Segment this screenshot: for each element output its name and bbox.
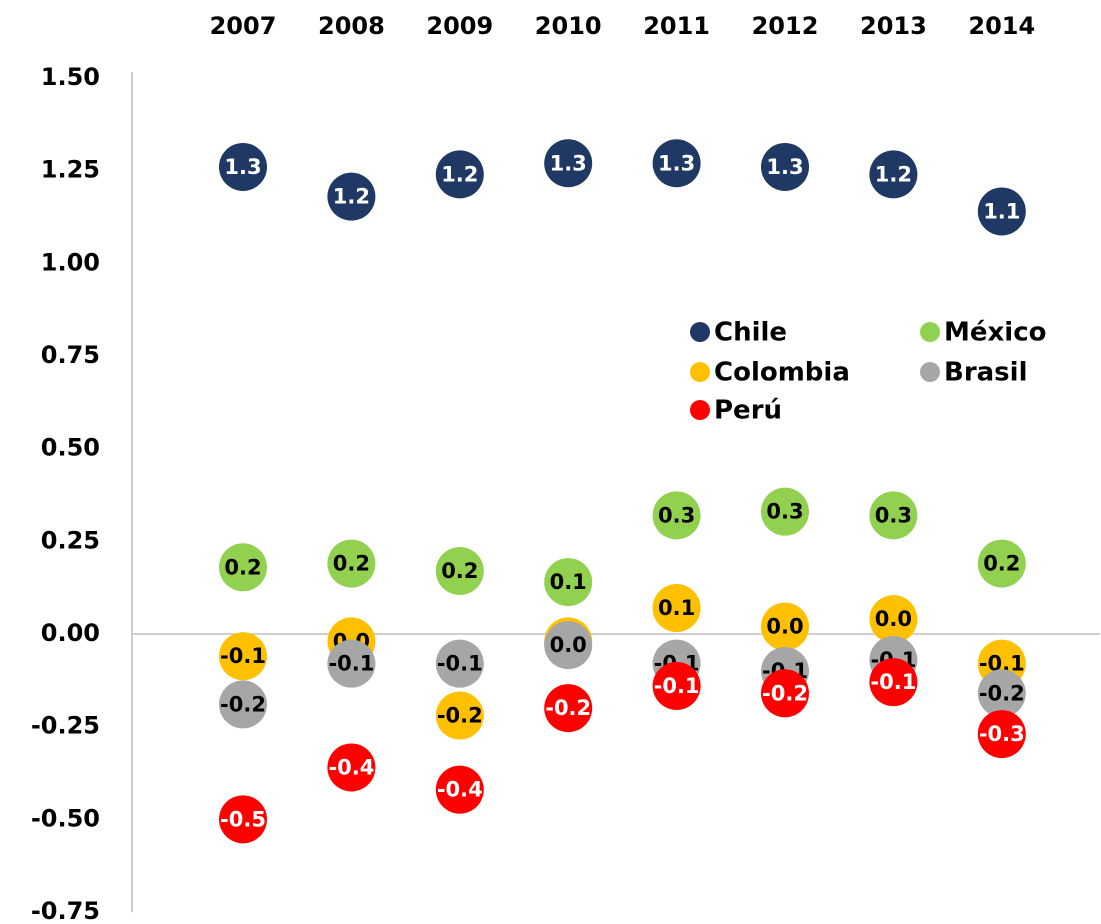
data-label: 0.3 <box>766 500 803 524</box>
dot <box>652 584 701 633</box>
dot <box>327 639 376 688</box>
y-tick-label: 1.50 <box>41 63 100 91</box>
y-tick-label: -0.75 <box>31 897 100 924</box>
dot <box>327 172 376 221</box>
data-label: 1.3 <box>766 155 803 179</box>
x-tick-label: 2011 <box>643 12 710 40</box>
dot <box>977 710 1026 759</box>
data-label: -0.1 <box>328 652 374 676</box>
dot <box>219 680 267 729</box>
legend-label: Colombia <box>714 358 850 388</box>
dot <box>544 558 593 607</box>
dot <box>652 139 701 188</box>
dot <box>977 539 1026 588</box>
data-label: -0.4 <box>328 755 374 779</box>
legend-label: Perú <box>714 396 782 426</box>
dot <box>652 661 701 710</box>
data-label: 1.1 <box>983 199 1020 223</box>
data-label: 1.2 <box>875 162 912 186</box>
y-tick-label: 0.00 <box>41 619 100 647</box>
dot <box>761 669 809 718</box>
data-label: 0.0 <box>875 607 912 631</box>
data-label: -0.1 <box>870 670 916 694</box>
dot <box>761 602 809 651</box>
y-tick-label: 0.50 <box>41 434 100 462</box>
dot <box>435 691 484 740</box>
data-label: -0.2 <box>220 692 266 716</box>
legend-label: México <box>944 318 1046 348</box>
dot <box>544 684 593 733</box>
dot <box>219 795 267 844</box>
x-tick-label: 2007 <box>210 12 277 40</box>
legend-marker <box>920 362 940 382</box>
data-label: -0.1 <box>437 652 483 676</box>
dot <box>219 632 267 681</box>
data-label: 1.3 <box>550 151 587 175</box>
data-label: -0.1 <box>654 674 700 698</box>
data-label: -0.3 <box>979 722 1025 746</box>
dot <box>977 187 1026 236</box>
dot <box>327 539 376 588</box>
legend-marker <box>690 362 710 382</box>
legend-marker <box>920 322 940 342</box>
data-label: 0.2 <box>333 552 370 576</box>
x-tick-label: 2009 <box>426 12 493 40</box>
data-label: 0.2 <box>983 552 1020 576</box>
dot <box>869 658 918 707</box>
x-tick-label: 2008 <box>318 12 385 40</box>
dot <box>435 150 484 199</box>
data-label: -0.5 <box>220 807 266 831</box>
data-label: 0.3 <box>658 503 695 527</box>
data-label: 0.1 <box>658 596 695 620</box>
data-label: -0.1 <box>220 644 266 668</box>
data-label: -0.2 <box>979 681 1025 705</box>
legend-label: Brasil <box>944 358 1027 388</box>
dot <box>869 595 918 644</box>
dot <box>544 139 593 188</box>
data-label: -0.2 <box>762 681 808 705</box>
data-label: -0.2 <box>545 696 591 720</box>
dot <box>869 150 918 199</box>
y-tick-label: -0.25 <box>31 712 100 740</box>
y-tick-label: 1.25 <box>41 156 100 184</box>
dot <box>761 487 809 536</box>
y-tick-label: 0.25 <box>41 526 100 554</box>
dot <box>327 743 376 792</box>
dot <box>869 491 918 540</box>
data-label: 1.3 <box>658 151 695 175</box>
data-label: 0.2 <box>224 555 261 579</box>
y-tick-label: 1.00 <box>41 248 100 276</box>
dot <box>544 621 593 670</box>
data-label: 0.0 <box>550 633 587 657</box>
data-label: -0.4 <box>437 778 483 802</box>
data-label: 0.1 <box>550 570 587 594</box>
dot <box>435 546 484 595</box>
legend-marker <box>690 400 710 420</box>
dot <box>761 142 809 191</box>
dot <box>977 669 1026 718</box>
x-tick-label: 2012 <box>752 12 819 40</box>
y-tick-label: -0.50 <box>31 804 100 832</box>
dot <box>219 142 267 191</box>
data-label: -0.2 <box>437 704 483 728</box>
x-tick-label: 2010 <box>535 12 602 40</box>
data-label: 1.3 <box>224 155 261 179</box>
data-label: 1.2 <box>441 162 478 186</box>
y-tick-label: 0.75 <box>41 341 100 369</box>
data-label: 1.2 <box>333 185 370 209</box>
data-label: 0.0 <box>766 615 803 639</box>
dot <box>219 543 267 592</box>
dot <box>435 639 484 688</box>
data-label: 0.3 <box>875 503 912 527</box>
x-tick-label: 2013 <box>860 12 927 40</box>
dot <box>435 765 484 814</box>
legend-marker <box>690 322 710 342</box>
data-label: 0.2 <box>441 559 478 583</box>
legend-label: Chile <box>714 318 787 348</box>
x-tick-label: 2014 <box>968 12 1035 40</box>
dot <box>652 491 701 540</box>
